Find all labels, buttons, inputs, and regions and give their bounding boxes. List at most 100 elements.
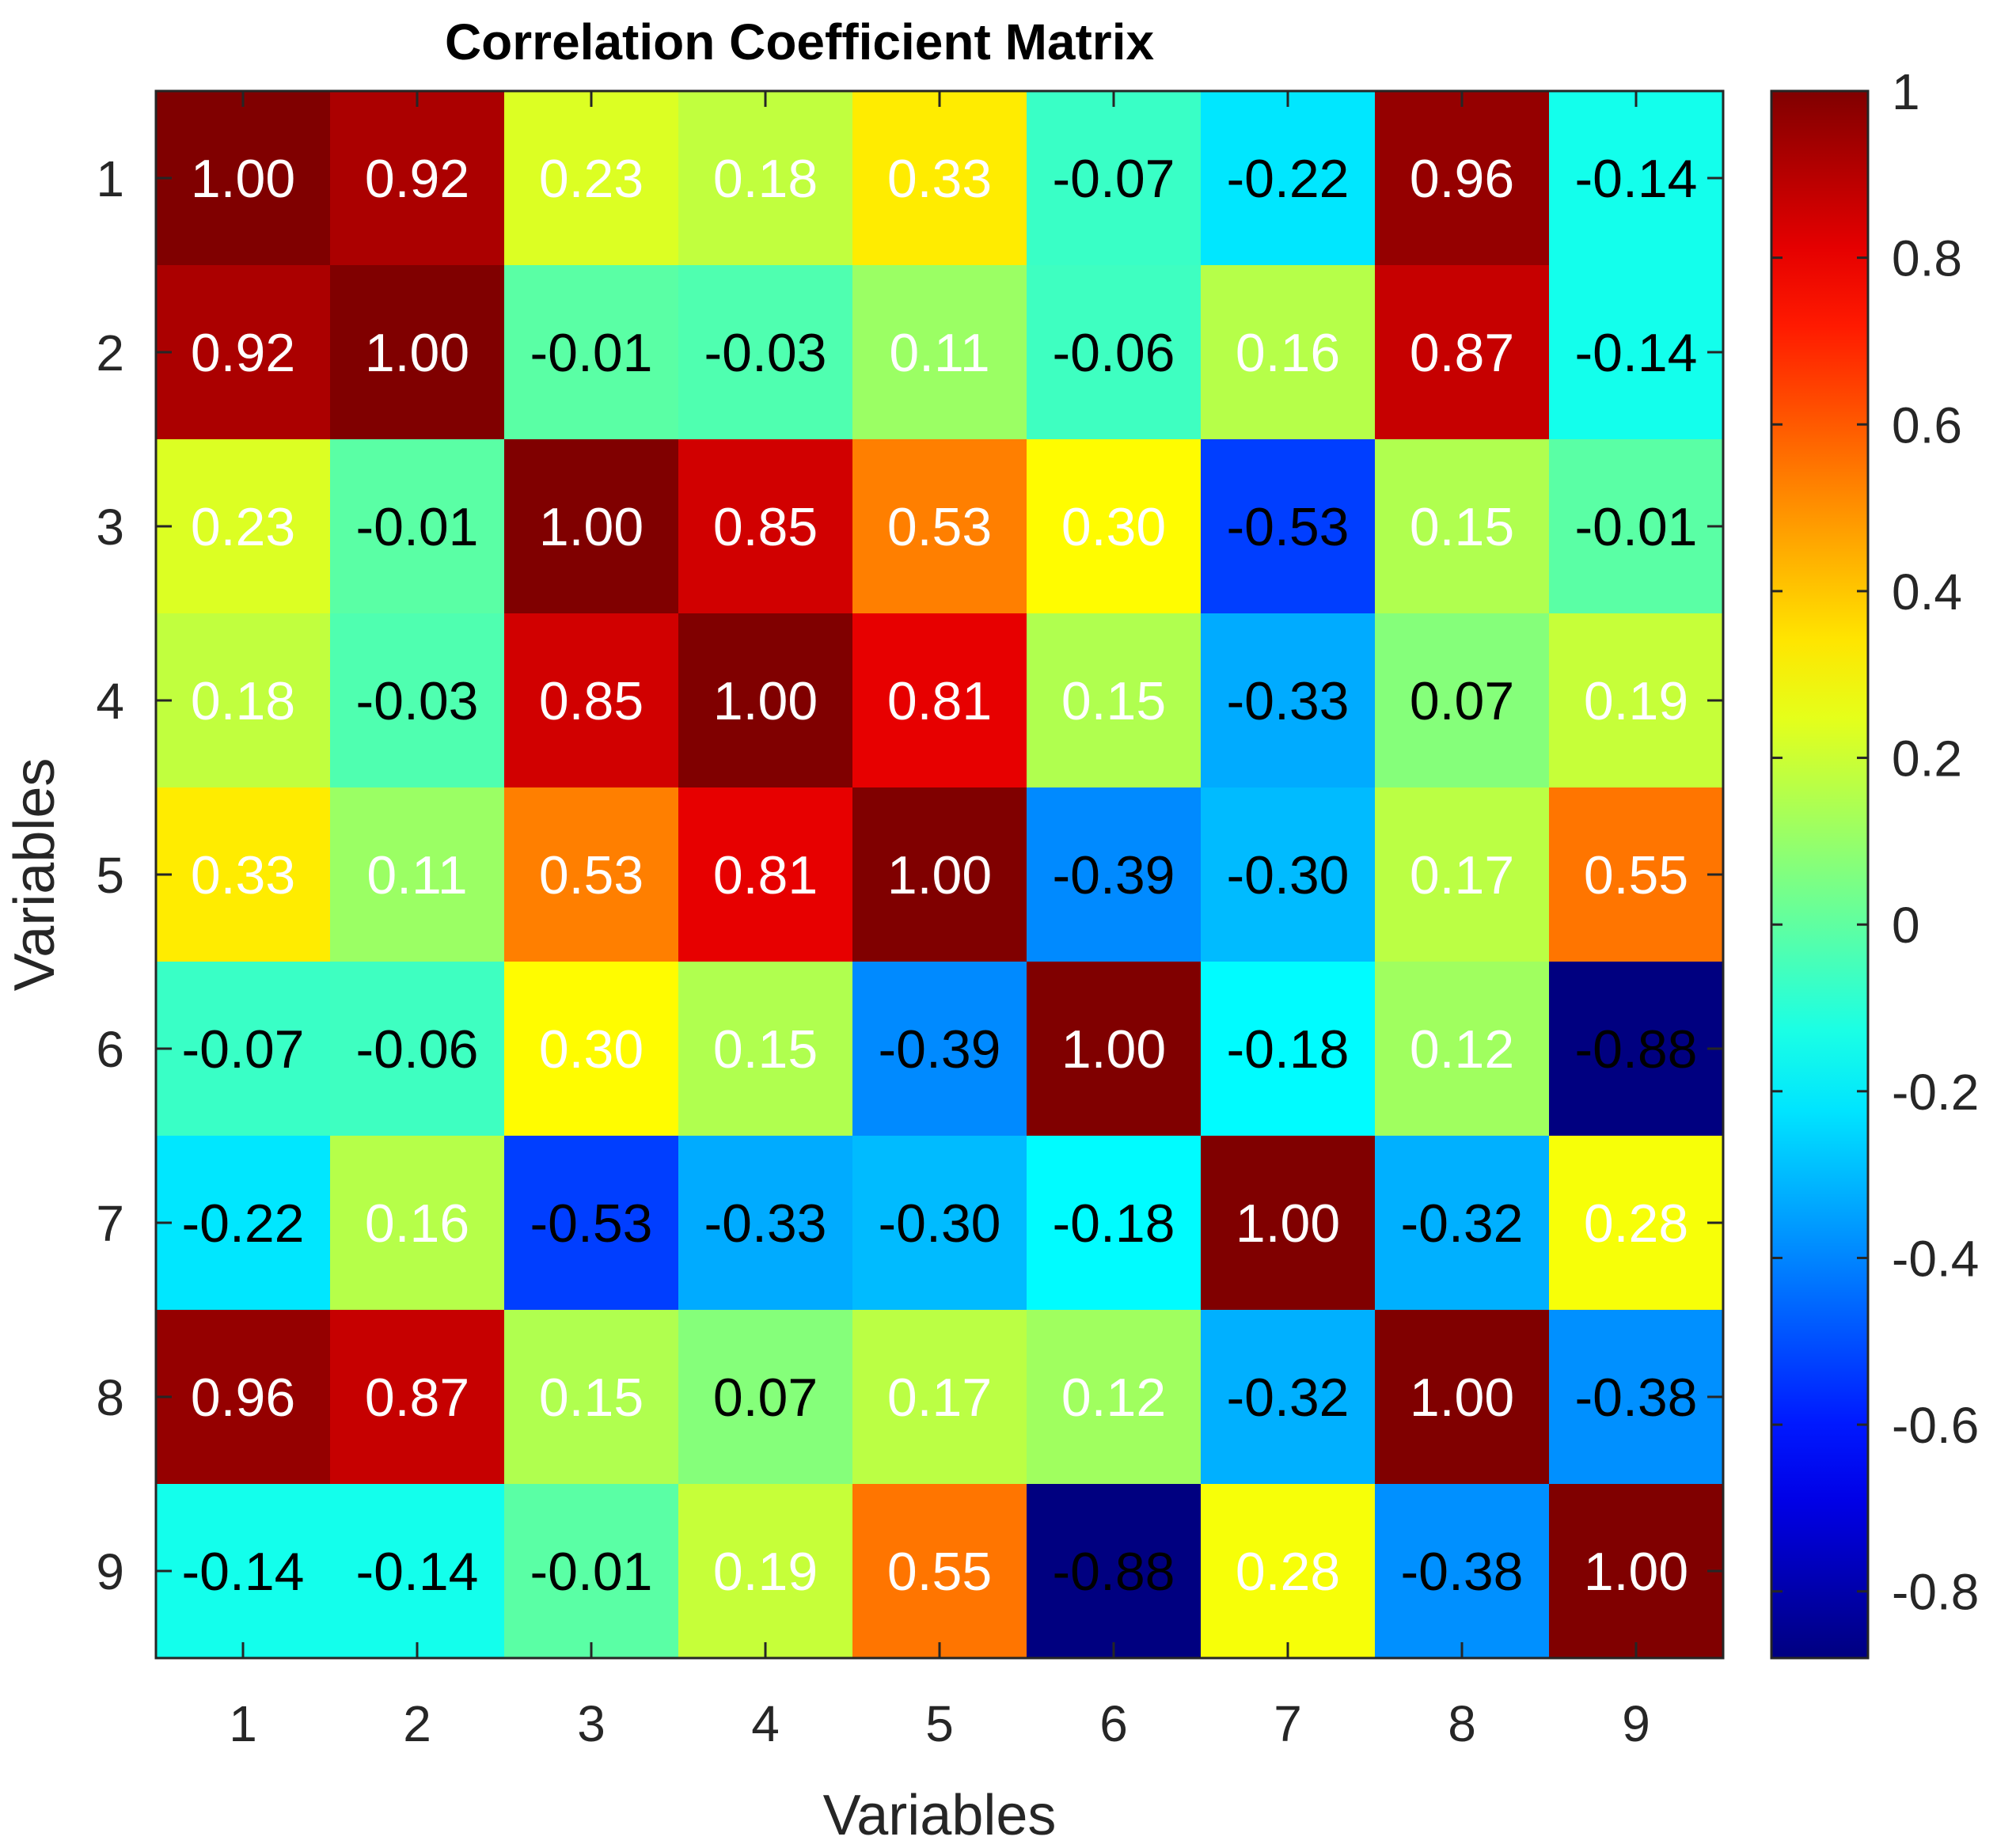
heatmap-cell <box>1549 439 1724 614</box>
cell-value-label: 0.81 <box>713 845 818 905</box>
heatmap-cell <box>852 1310 1027 1485</box>
x-tick-label: 1 <box>229 1695 257 1752</box>
cell-value-label: 0.15 <box>1410 497 1514 557</box>
cell-value-label: 0.81 <box>887 671 992 731</box>
heatmap-cell <box>1549 613 1724 788</box>
cell-value-label: 0.30 <box>1061 497 1166 557</box>
cell-value-label: -0.53 <box>530 1193 653 1254</box>
heatmap-cell <box>1375 962 1550 1137</box>
cell-value-label: -0.53 <box>1227 497 1350 557</box>
cell-value-label: -0.88 <box>1053 1542 1175 1602</box>
cell-value-label: 0.19 <box>1584 671 1688 731</box>
colorbar-tick-label: -0.6 <box>1892 1397 1979 1454</box>
heatmap-cell <box>678 1484 853 1659</box>
cell-value-label: -0.39 <box>879 1019 1001 1080</box>
heatmap-cell <box>156 91 331 266</box>
cell-value-label: 0.15 <box>1061 671 1166 731</box>
y-tick-label: 4 <box>96 673 124 730</box>
heatmap-cell <box>678 265 853 440</box>
heatmap-cell <box>504 1484 679 1659</box>
cell-value-label: 0.92 <box>365 149 469 209</box>
cell-value-label: 0.11 <box>889 323 989 383</box>
heatmap-cell <box>156 1484 331 1659</box>
cell-value-label: 0.23 <box>191 497 295 557</box>
heatmap-cell <box>156 439 331 614</box>
heatmap-cell <box>1027 1310 1202 1485</box>
heatmap-cell <box>504 91 679 266</box>
colorbar-tick-label: -0.4 <box>1892 1230 1979 1287</box>
x-axis-ticks: 1 2 3 4 5 6 7 8 9 <box>229 91 1650 1752</box>
cell-value-label: 0.87 <box>1410 323 1514 383</box>
heatmap-cell <box>1375 613 1550 788</box>
colorbar-tick-label: 1 <box>1892 63 1920 120</box>
heatmap-cell <box>330 91 505 266</box>
cell-value-label: -0.33 <box>1227 671 1350 731</box>
heatmap-cell <box>1201 439 1376 614</box>
cell-value-label: 0.07 <box>713 1368 818 1428</box>
colorbar-tick-label: -0.2 <box>1892 1064 1979 1121</box>
heatmap-cell <box>504 613 679 788</box>
heatmap-cell <box>852 265 1027 440</box>
heatmap-cell <box>156 613 331 788</box>
heatmap-cell <box>1201 1136 1376 1311</box>
heatmap-cell <box>156 1136 331 1311</box>
x-tick-label: 7 <box>1274 1695 1302 1752</box>
heatmap-cells <box>156 91 1724 1659</box>
cell-value-label: -0.32 <box>1227 1368 1350 1428</box>
cell-value-label: 0.16 <box>365 1193 469 1254</box>
cell-value-label: -0.30 <box>1227 845 1350 905</box>
heatmap-cell <box>1201 91 1376 266</box>
colorbar-tick-label: 0.2 <box>1892 730 1962 787</box>
cell-value-label: 0.07 <box>1410 671 1514 731</box>
colorbar-tick-label: -0.8 <box>1892 1564 1979 1621</box>
x-tick-label: 9 <box>1622 1695 1650 1752</box>
heatmap-cell <box>678 962 853 1137</box>
heatmap-cell <box>1375 1484 1550 1659</box>
cell-value-label: 1.00 <box>365 323 469 383</box>
heatmap-cell <box>330 613 505 788</box>
heatmap-cell <box>504 439 679 614</box>
cell-value-label: 0.17 <box>887 1368 992 1428</box>
cell-value-label: -0.38 <box>1401 1542 1524 1602</box>
cell-value-label: -0.01 <box>1575 497 1698 557</box>
heatmap-cell <box>852 1136 1027 1311</box>
heatmap-cell <box>1549 1484 1724 1659</box>
cell-value-label: 0.28 <box>1584 1193 1688 1254</box>
cell-value-label: -0.06 <box>356 1019 479 1080</box>
cell-value-label: 0.85 <box>713 497 818 557</box>
cell-value-label: -0.18 <box>1053 1193 1175 1254</box>
heatmap-cell <box>156 787 331 962</box>
cell-value-label: 0.18 <box>713 149 818 209</box>
heatmap-cell <box>1549 962 1724 1137</box>
cell-value-label: -0.22 <box>182 1193 305 1254</box>
cell-value-label: 0.23 <box>539 149 644 209</box>
cell-value-label: 0.33 <box>191 845 295 905</box>
cell-value-label: 1.00 <box>1061 1019 1166 1080</box>
heatmap-cell <box>1549 1310 1724 1485</box>
cell-value-label: -0.30 <box>879 1193 1001 1254</box>
heatmap-cell <box>504 962 679 1137</box>
y-tick-label: 1 <box>96 150 124 207</box>
heatmap-cell <box>330 265 505 440</box>
heatmap-cell <box>1375 265 1550 440</box>
heatmap-cell <box>852 613 1027 788</box>
chart-title: Correlation Coefficient Matrix <box>445 13 1155 70</box>
cell-value-label: 0.15 <box>713 1019 818 1080</box>
cell-value-label: 0.28 <box>1236 1542 1340 1602</box>
cell-value-label: 0.12 <box>1410 1019 1514 1080</box>
heatmap-cell <box>1549 1136 1724 1311</box>
heatmap-cell <box>330 787 505 962</box>
cell-value-label: 0.96 <box>191 1368 295 1428</box>
cell-value-label: -0.03 <box>356 671 479 731</box>
y-tick-label: 3 <box>96 499 124 556</box>
cell-value-label: -0.32 <box>1401 1193 1524 1254</box>
y-tick-label: 5 <box>96 847 124 904</box>
x-tick-label: 2 <box>403 1695 431 1752</box>
cell-value-label: 0.16 <box>1236 323 1340 383</box>
cell-value-label: 0.85 <box>539 671 644 731</box>
cell-value-label: 0.11 <box>366 845 467 905</box>
heatmap-cell <box>1375 439 1550 614</box>
heatmap-cell <box>1549 91 1724 266</box>
cell-value-label: -0.88 <box>1575 1019 1698 1080</box>
